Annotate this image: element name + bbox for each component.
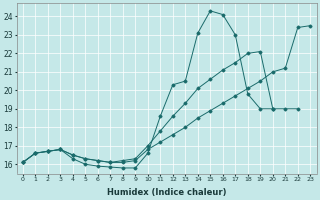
X-axis label: Humidex (Indice chaleur): Humidex (Indice chaleur) [107,188,226,197]
